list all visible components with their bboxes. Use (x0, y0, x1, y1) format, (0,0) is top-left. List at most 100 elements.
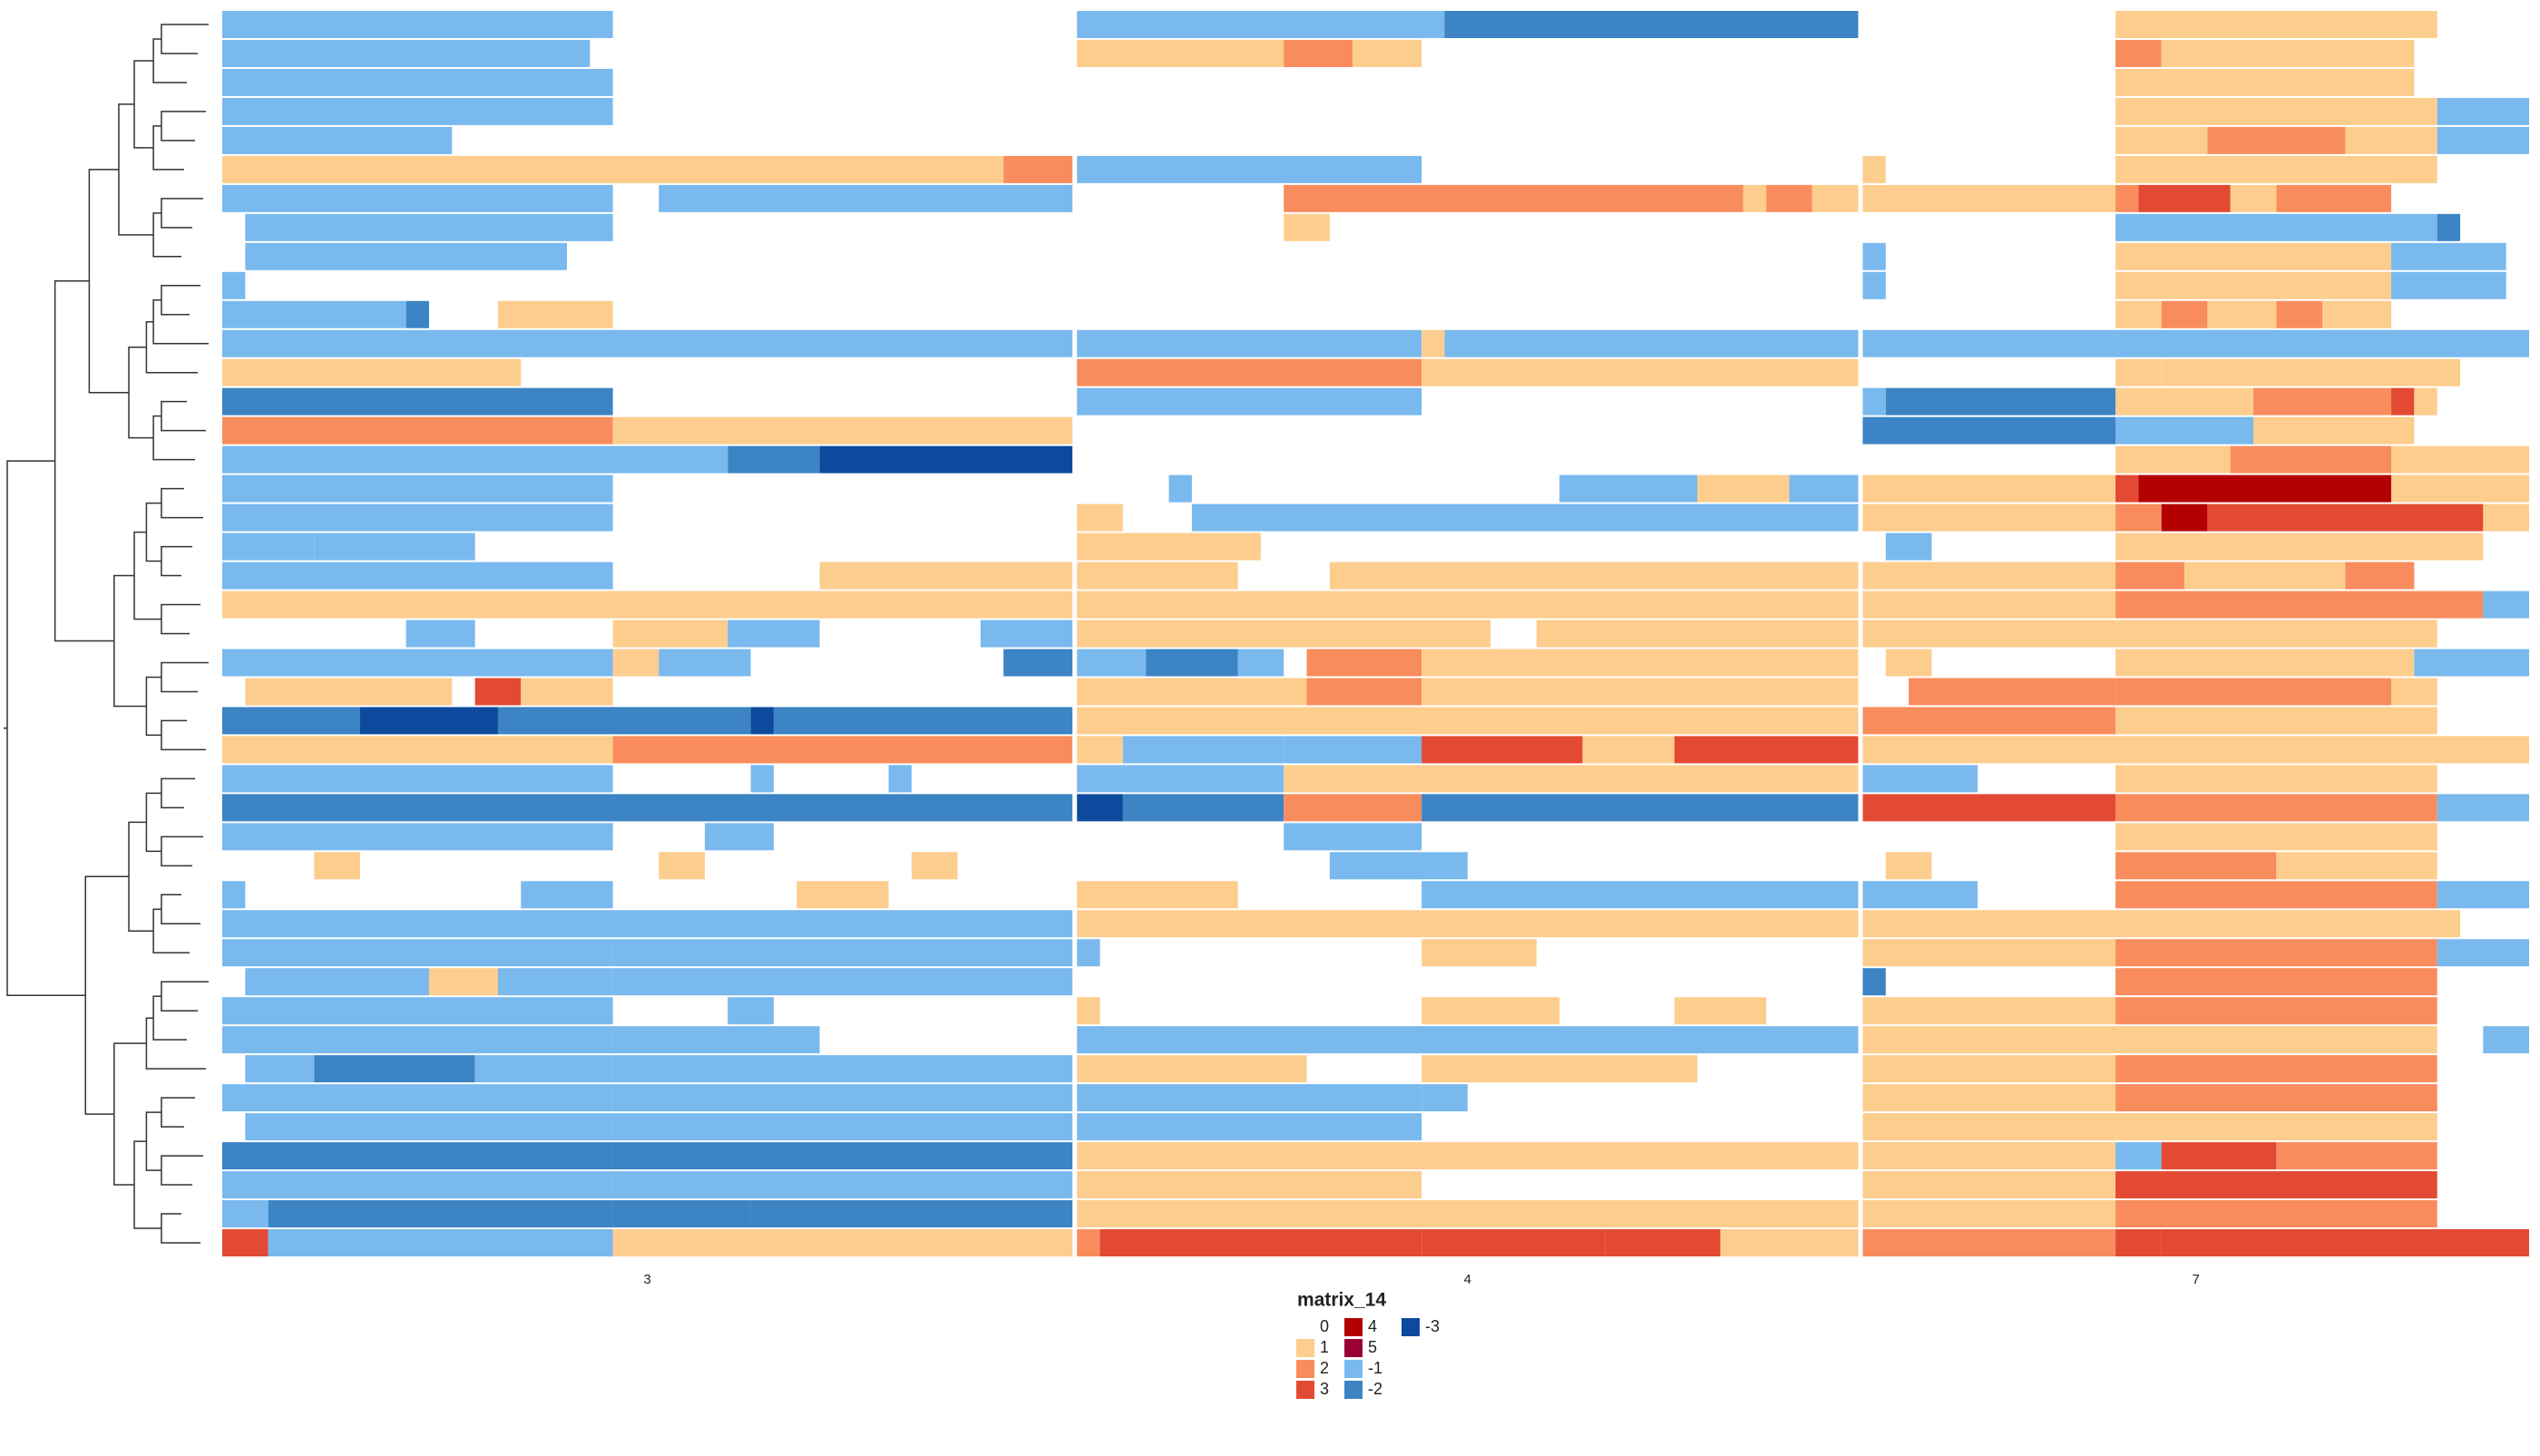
heatmap-cell (819, 562, 1073, 590)
heatmap-cell (1862, 155, 1886, 183)
heatmap-cell (2391, 387, 2415, 415)
legend-swatch (1402, 1318, 1420, 1336)
heatmap-cell (245, 678, 453, 706)
heatmap-cell (2207, 300, 2277, 328)
heatmap-cell (2138, 213, 2437, 241)
heatmap-cell (1421, 910, 1859, 938)
heatmap-cell (1353, 39, 1422, 67)
heatmap-cell (2276, 300, 2323, 328)
heatmap-cell (1306, 649, 1422, 677)
heatmap-cell (1862, 620, 2116, 648)
dendrogram-branch (152, 125, 184, 171)
dendrogram-branch (145, 676, 161, 737)
legend-swatch (1344, 1339, 1363, 1357)
heatmap-cell (405, 300, 429, 328)
heatmap-cell (1421, 649, 1859, 677)
heatmap-cell (1168, 474, 1192, 503)
heatmap-cell (2437, 97, 2529, 125)
heatmap-cell (1582, 736, 1675, 764)
column-group-label: 4 (1464, 1272, 1471, 1287)
dendrogram-branch (161, 1213, 200, 1244)
heatmap-cell (2437, 881, 2529, 909)
heatmap-cell (222, 1026, 613, 1054)
heatmap-cell (2483, 503, 2529, 532)
heatmap-cell (1077, 1171, 1422, 1199)
heatmap-cell (1284, 184, 1744, 212)
heatmap-cell (1909, 678, 2116, 706)
heatmap-cell (796, 881, 889, 909)
heatmap-cell (405, 620, 475, 648)
legend-label: -2 (1368, 1380, 1382, 1398)
heatmap-cell (2345, 562, 2415, 590)
heatmap-cell (222, 939, 613, 967)
dendrogram-branch (161, 24, 209, 54)
legend-swatch (1296, 1339, 1314, 1357)
heatmap-cell (1862, 1055, 2116, 1083)
heatmap-cell (1099, 1229, 1422, 1256)
heatmap-cell (222, 474, 613, 503)
heatmap-cell (2161, 39, 2415, 67)
heatmap-cell (2115, 1113, 2437, 1141)
heatmap-cell (2115, 997, 2437, 1025)
heatmap-cell (1122, 794, 1285, 822)
legend-swatch (1296, 1360, 1314, 1378)
dendrogram-branch (161, 285, 200, 316)
heatmap-cell (1536, 620, 1859, 648)
heatmap-cell (2483, 1026, 2529, 1054)
heatmap-cell (1862, 997, 2116, 1025)
heatmap-cell (1077, 358, 1422, 386)
heatmap-cell (2437, 213, 2461, 241)
heatmap-cell (1284, 765, 1422, 793)
heatmap-cell (1674, 997, 1767, 1025)
heatmap-cell (1077, 881, 1238, 909)
heatmap-cell (428, 968, 498, 996)
dendrogram-branch (161, 1097, 195, 1128)
heatmap-cell (1306, 678, 1422, 706)
heatmap-cell (1885, 533, 1932, 561)
legend-label: 4 (1368, 1317, 1377, 1335)
heatmap-cell (2115, 591, 2484, 619)
heatmap-cell (1122, 736, 1285, 764)
heatmap-cell (2276, 184, 2392, 212)
dendrogram-branch (6, 460, 86, 996)
heatmap-cell (2115, 416, 2254, 445)
heatmap-cell (750, 765, 774, 793)
heatmap-cell (1862, 968, 1886, 996)
heatmap-cell (1421, 736, 1583, 764)
heatmap-cell (2115, 910, 2461, 938)
dendrogram-branch (84, 875, 130, 1115)
heatmap-cell (2115, 1200, 2437, 1228)
heatmap-cell (2115, 39, 2162, 67)
heatmap-cell (1421, 678, 1859, 706)
heatmap-cell (222, 155, 1004, 183)
heatmap-cell (728, 997, 774, 1025)
legend-label: 0 (1320, 1317, 1329, 1335)
dendrogram-branch (161, 545, 192, 577)
heatmap-cell (1077, 997, 1100, 1025)
heatmap-cell (2276, 852, 2437, 880)
heatmap-cell (2115, 1055, 2437, 1083)
heatmap-cell (1862, 1026, 2116, 1054)
heatmap-cell (728, 620, 820, 648)
heatmap-cell (2115, 649, 2415, 677)
heatmap-cell (2161, 358, 2461, 386)
heatmap-cell (1077, 678, 1307, 706)
heatmap-cell (1862, 910, 2116, 938)
heatmap-cell (2115, 968, 2437, 996)
heatmap-cell (2115, 503, 2162, 532)
heatmap-cell (314, 1055, 475, 1083)
heatmap-cell (612, 1171, 1073, 1199)
heatmap-cell (1003, 155, 1073, 183)
heatmap-cell (222, 591, 1073, 619)
dendrogram-branch (145, 792, 161, 853)
heatmap-cell (1862, 1113, 2116, 1141)
heatmap-cell (2322, 300, 2392, 328)
heatmap-cell (2115, 1229, 2162, 1256)
heatmap-cell (1077, 533, 1261, 561)
heatmap-cell (314, 852, 360, 880)
heatmap-cell (612, 1142, 1073, 1170)
heatmap-cell (245, 1113, 613, 1141)
heatmap-cell (612, 968, 1073, 996)
heatmap-cell (1284, 736, 1422, 764)
dendrogram-branch (161, 487, 203, 519)
